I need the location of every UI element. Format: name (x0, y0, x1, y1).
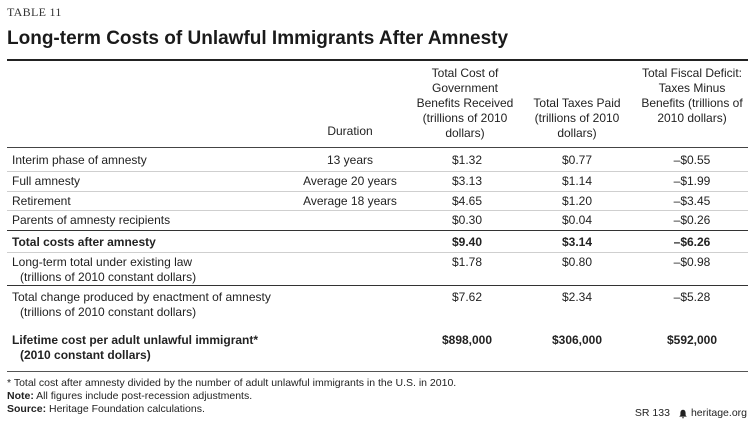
row-duration: 13 years (326, 153, 374, 167)
row-taxes: $2.34 (561, 290, 593, 304)
note-label: Note: (7, 390, 34, 402)
row-benefits: $1.78 (451, 255, 483, 269)
header-duration: Duration (327, 124, 373, 138)
row-duration: Average 20 years (303, 174, 397, 188)
row-duration: Average 18 years (303, 194, 397, 208)
source-text: Heritage Foundation calculations. (46, 403, 205, 415)
source-label: Source: (7, 403, 47, 415)
row-benefits: $9.40 (451, 235, 483, 249)
liberty-bell-icon (679, 409, 687, 418)
table-number: TABLE 11 (7, 5, 62, 19)
row-deficit: –$1.99 (673, 174, 711, 188)
row-divider (7, 210, 748, 211)
row-label: Retirement (12, 194, 71, 208)
row-deficit: –$0.98 (673, 255, 711, 269)
report-code: SR 133 (634, 407, 670, 419)
title-rule (7, 59, 748, 61)
report-credit: SR 133 heritage.org (635, 407, 747, 420)
row-divider (7, 171, 748, 172)
row-label: Interim phase of amnesty (12, 153, 147, 167)
row-label: Total costs after amnesty (12, 235, 156, 249)
site-name: heritage.org (690, 407, 747, 419)
header-deficit: Total Fiscal Deficit: Taxes Minus Benefi… (641, 66, 743, 125)
row-label: Full amnesty (12, 174, 81, 188)
row-taxes: $0.80 (561, 255, 593, 269)
row-taxes: $3.14 (561, 235, 593, 249)
row-divider (7, 230, 748, 231)
row-benefits: $3.13 (451, 174, 483, 188)
row-label-main: Lifetime cost per adult unlawful immigra… (12, 333, 259, 347)
row-benefits: $4.65 (451, 194, 483, 208)
row-label: Parents of amnesty recipients (12, 213, 171, 227)
note-text: All figures include post-recession adjus… (33, 390, 253, 402)
row-deficit: –$0.55 (673, 153, 711, 167)
footnote-note: Note: All figures include post-recession… (7, 390, 252, 403)
row-benefits: $898,000 (441, 333, 493, 347)
footnote-source: Source: Heritage Foundation calculations… (7, 403, 205, 416)
row-taxes: $306,000 (551, 333, 603, 347)
footer-rule (7, 371, 748, 372)
row-label-sub: (trillions of 2010 constant dollars) (20, 270, 197, 284)
row-deficit: $592,000 (666, 333, 718, 347)
row-taxes: $0.77 (561, 153, 593, 167)
row-label: Lifetime cost per adult unlawful immigra… (12, 333, 302, 363)
row-label: Long-term total under existing law (tril… (12, 255, 302, 285)
row-deficit: –$6.26 (673, 235, 711, 249)
row-label-sub: (2010 constant dollars) (20, 348, 151, 362)
row-label-sub: (trillions of 2010 constant dollars) (20, 305, 197, 319)
row-benefits: $1.32 (451, 153, 483, 167)
site-credit: heritage.org (678, 407, 747, 420)
footnote-asterisk: * Total cost after amnesty divided by th… (7, 377, 457, 389)
row-divider (7, 285, 748, 286)
row-divider (7, 252, 748, 253)
header-taxes: Total Taxes Paid (trillions of 2010 doll… (533, 96, 621, 140)
header-rule (7, 147, 748, 148)
row-taxes: $1.20 (561, 194, 593, 208)
row-deficit: –$0.26 (673, 213, 711, 227)
table-title: Long-term Costs of Unlawful Immigrants A… (7, 28, 509, 49)
row-divider (7, 191, 748, 192)
row-label-main: Total change produced by enactment of am… (12, 290, 271, 304)
row-deficit: –$5.28 (673, 290, 711, 304)
row-taxes: $0.04 (561, 213, 593, 227)
row-label: Total change produced by enactment of am… (12, 290, 302, 320)
row-benefits: $0.30 (451, 213, 483, 227)
row-deficit: –$3.45 (673, 194, 711, 208)
header-benefits: Total Cost of Government Benefits Receiv… (416, 66, 514, 140)
row-label-main: Long-term total under existing law (12, 255, 193, 269)
row-benefits: $7.62 (451, 290, 483, 304)
row-taxes: $1.14 (561, 174, 593, 188)
